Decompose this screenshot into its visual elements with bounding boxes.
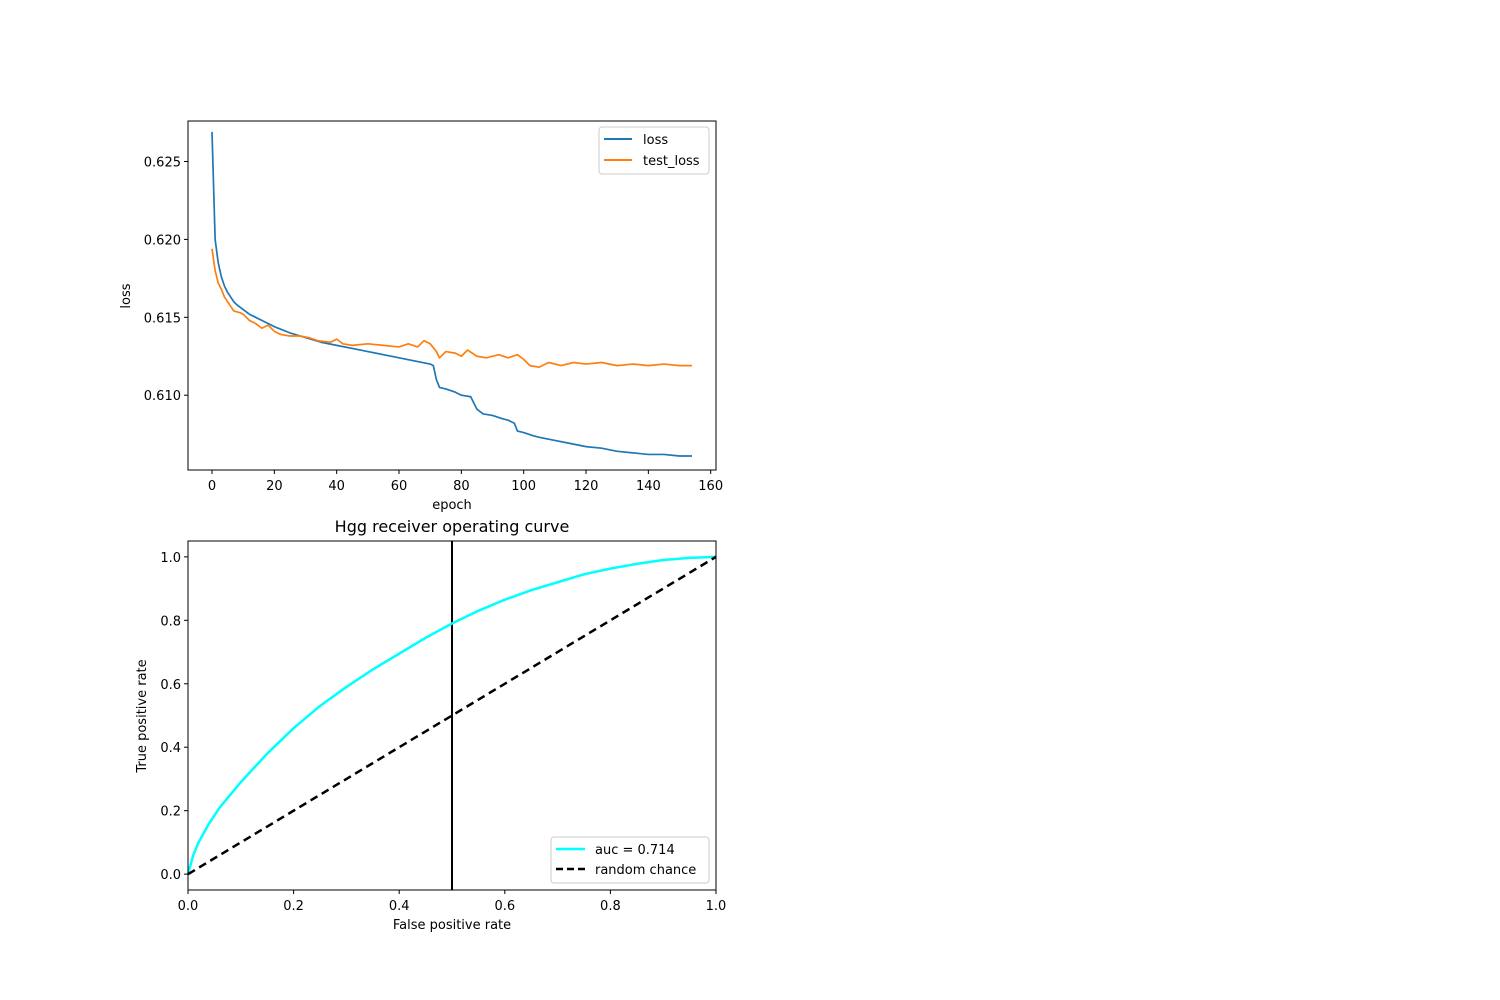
roc-chart-x-tick-label: 0.4: [389, 899, 410, 914]
loss-chart-series-loss: [211, 131, 692, 457]
loss-chart-x-tick-label: 160: [698, 479, 723, 494]
legend-label-auc: auc = 0.714: [595, 843, 675, 858]
loss-chart-series: [211, 131, 692, 457]
legend-label-random-chance: random chance: [595, 863, 696, 878]
roc-chart-y-tick-label: 0.6: [160, 678, 181, 693]
loss-chart-y-tick-label: 0.625: [144, 156, 181, 171]
loss-chart-x-ticks: 0 20 40 60 80 100 120 140 160: [208, 470, 723, 494]
loss-chart: 0 20 40 60 80 100 120 140 160 0.6100.6150.6200.6…: [119, 120, 723, 513]
roc-chart-x-tick-label: 1.0: [706, 899, 727, 914]
roc-chart-frame: [187, 540, 717, 891]
roc-chart-title: Hgg receiver operating curve: [335, 517, 570, 536]
loss-chart-x-tick-label: 0: [208, 479, 216, 494]
roc-chart-x-tick-label: 0.2: [283, 899, 304, 914]
roc-chart-y-tick-label: 0.2: [160, 805, 181, 820]
loss-chart-x-tick-label: 120: [574, 479, 599, 494]
roc-chart-xlabel: False positive rate: [393, 918, 511, 933]
legend-label-test-loss: test_loss: [643, 154, 700, 169]
loss-chart-y-tick-label: 0.610: [144, 389, 181, 404]
roc-chart-legend: auc = 0.714 random chance: [550, 836, 710, 884]
loss-chart-x-tick-label: 80: [453, 479, 470, 494]
roc-chart-x-tick-label: 0.8: [600, 899, 621, 914]
roc-chart-series-auc-0-714: [186, 555, 717, 875]
roc-chart-x-ticks: 0.0 0.2 0.4 0.6 0.8 1.0: [178, 890, 727, 914]
loss-chart-x-tick-label: 100: [511, 479, 536, 494]
roc-chart-y-ticks: 0.0 0.2 0.4 0.6 0.8 1.0: [160, 551, 188, 883]
roc-chart-y-tick-label: 0.0: [160, 868, 181, 883]
loss-chart-y-tick-label: 0.620: [144, 233, 181, 248]
roc-chart-y-tick-label: 0.4: [160, 741, 181, 756]
loss-chart-frame: [187, 120, 717, 471]
roc-chart-y-tick-label: 0.8: [160, 614, 181, 629]
loss-chart-x-tick-label: 20: [266, 479, 283, 494]
loss-chart-x-tick-label: 40: [328, 479, 345, 494]
roc-chart-x-tick-label: 0.6: [494, 899, 515, 914]
loss-chart-series-test-loss: [211, 248, 692, 369]
loss-chart-x-tick-label: 60: [391, 479, 408, 494]
roc-chart-ylabel: True positive rate: [135, 659, 150, 773]
loss-chart-y-ticks: 0.610 0.615 0.620 0.625: [144, 156, 188, 404]
loss-chart-xlabel: epoch: [432, 498, 472, 513]
legend-label-loss: loss: [643, 133, 668, 148]
roc-chart-series: [186, 541, 717, 890]
loss-chart-x-tick-label: 140: [636, 479, 661, 494]
loss-chart-y-tick-label: 0.615: [144, 311, 181, 326]
roc-chart-y-tick-label: 1.0: [160, 551, 181, 566]
loss-chart-legend: loss test_loss: [598, 126, 710, 175]
roc-chart-legend-box: [550, 836, 710, 884]
roc-chart-series-random-chance: [187, 555, 717, 876]
loss-chart-ylabel: loss: [119, 283, 134, 308]
roc-chart: Hgg receiver operating curve 0.0 0.2 0.4 0.…: [135, 517, 726, 933]
roc-chart-x-tick-label: 0.0: [178, 899, 199, 914]
